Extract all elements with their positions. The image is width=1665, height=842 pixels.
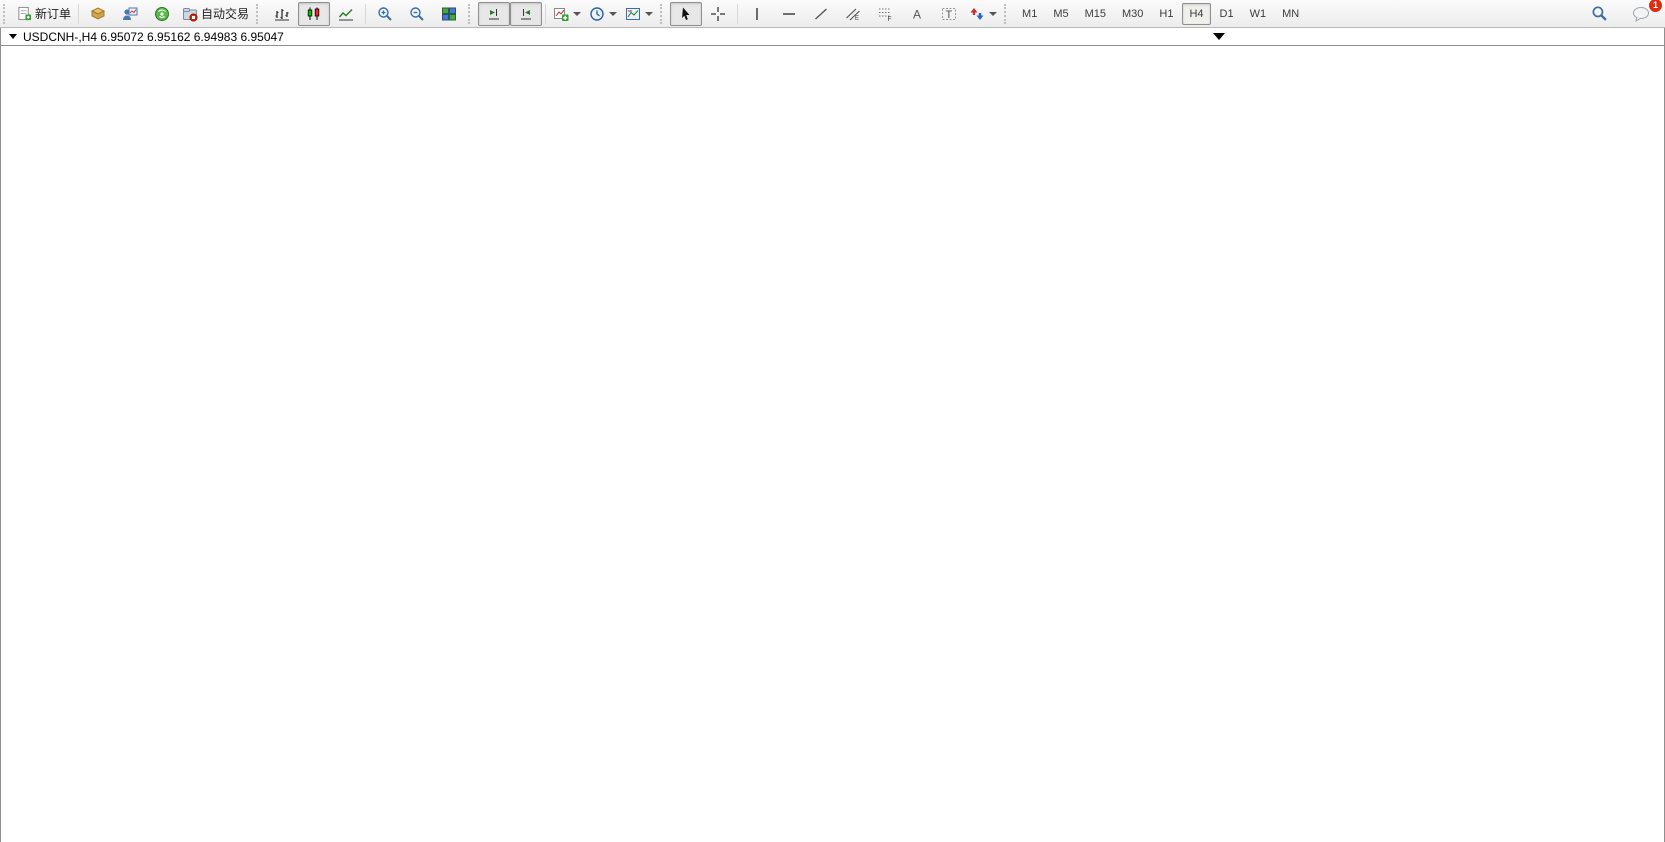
dropdown-caret[interactable] xyxy=(989,11,998,16)
chat-bubble-icon xyxy=(1633,6,1649,22)
signals-icon xyxy=(155,6,170,21)
timeframe-toolbar: M1 M5 M15 M30 H1 H4 D1 W1 MN xyxy=(1014,2,1307,25)
auto-scroll-icon xyxy=(521,8,532,19)
toolbar-grip xyxy=(468,3,475,24)
main-toolbar: 新订单 自动交易 E F A T xyxy=(0,0,1665,28)
bar-chart-button[interactable] xyxy=(266,2,298,26)
line-chart-icon xyxy=(339,8,354,20)
svg-text:E: E xyxy=(855,16,859,22)
separator xyxy=(737,3,739,24)
separator xyxy=(545,3,547,24)
navigator-button[interactable] xyxy=(114,2,146,26)
dropdown-caret[interactable] xyxy=(645,11,654,16)
new-order-icon xyxy=(18,6,32,21)
fibonacci-button[interactable]: F xyxy=(869,2,901,26)
periods-clock-icon xyxy=(590,6,604,21)
equidistant-channel-icon: E xyxy=(846,8,860,22)
chart-titlebar[interactable]: USDCNH-,H4 6.95072 6.95162 6.94983 6.950… xyxy=(1,28,1664,46)
toolbar-grip xyxy=(1004,3,1011,24)
templates-button[interactable] xyxy=(621,2,657,26)
horizontal-line-button[interactable] xyxy=(773,2,805,26)
zoom-in-button[interactable] xyxy=(369,2,401,26)
toolbar-grip xyxy=(256,3,263,24)
cursor-icon xyxy=(682,7,690,20)
chart-shift-icon xyxy=(489,8,500,19)
templates-icon xyxy=(626,7,641,20)
add-indicator-button[interactable] xyxy=(549,2,585,26)
zoom-out-icon xyxy=(410,6,424,21)
auto-scroll-button[interactable] xyxy=(510,1,543,26)
auto-trading-button[interactable]: 自动交易 xyxy=(178,2,253,26)
svg-text:T: T xyxy=(946,9,953,21)
tile-windows-icon xyxy=(442,7,457,20)
notifications-button[interactable]: 1 xyxy=(1625,0,1663,26)
timeframe-w1[interactable]: W1 xyxy=(1249,7,1267,20)
text-label-button[interactable]: T xyxy=(933,2,965,26)
zoom-in-icon xyxy=(378,6,392,21)
notification-badge: 1 xyxy=(1648,0,1663,13)
separator xyxy=(365,3,367,24)
timeframe-h1[interactable]: H1 xyxy=(1159,7,1174,20)
chart-shift-button[interactable] xyxy=(478,1,511,26)
timeframe-h4[interactable]: H4 xyxy=(1182,2,1211,25)
market-watch-icon xyxy=(90,6,106,20)
chart-window: USDCNH-,H4 6.95072 6.95162 6.94983 6.950… xyxy=(0,27,1665,842)
chart-title: USDCNH-,H4 6.95072 6.95162 6.94983 6.950… xyxy=(23,29,284,44)
search-icon xyxy=(1591,6,1607,21)
dropdown-caret[interactable] xyxy=(573,11,582,16)
zoom-out-button[interactable] xyxy=(401,2,433,26)
market-watch-button[interactable] xyxy=(82,2,114,26)
crosshair-button[interactable] xyxy=(702,2,734,26)
signals-button[interactable] xyxy=(146,2,178,26)
add-indicator-icon xyxy=(554,7,569,21)
auto-trading-label: 自动交易 xyxy=(201,7,250,21)
new-order-label: 新订单 xyxy=(35,7,72,21)
svg-text:A: A xyxy=(913,7,921,21)
text-icon: A xyxy=(913,7,921,21)
window-menu-icon[interactable] xyxy=(9,34,17,39)
vertical-line-button[interactable] xyxy=(741,2,773,26)
trendline-icon xyxy=(815,7,828,20)
text-label-icon: T xyxy=(942,7,957,21)
timeframe-m15[interactable]: M15 xyxy=(1084,7,1106,20)
channel-button[interactable]: E xyxy=(837,2,869,26)
candlestick-chart-icon xyxy=(307,7,320,20)
arrows-icon xyxy=(970,7,984,20)
separator xyxy=(78,3,80,24)
auto-trading-icon xyxy=(183,7,198,21)
toolbar-grip xyxy=(3,3,10,24)
vertical-line-icon xyxy=(756,7,758,20)
timeframe-m30[interactable]: M30 xyxy=(1122,7,1144,20)
line-chart-button[interactable] xyxy=(330,2,362,26)
dropdown-caret[interactable] xyxy=(609,11,618,16)
timeframe-m1[interactable]: M1 xyxy=(1022,7,1038,20)
window-marker-icon xyxy=(1213,33,1225,40)
trendline-button[interactable] xyxy=(805,2,837,26)
bar-chart-icon xyxy=(275,8,290,20)
timeframe-mn[interactable]: MN xyxy=(1282,7,1300,20)
crosshair-icon xyxy=(711,6,726,21)
fibonacci-icon: F xyxy=(879,8,892,22)
horizontal-line-icon xyxy=(783,12,796,15)
toolbar-grip xyxy=(660,3,667,24)
right-tools: 1 xyxy=(1583,0,1663,26)
navigator-icon xyxy=(123,7,138,20)
new-order-button[interactable]: 新订单 xyxy=(13,2,75,26)
svg-text:F: F xyxy=(888,16,892,22)
text-button[interactable]: A xyxy=(901,2,933,26)
timeframe-d1[interactable]: D1 xyxy=(1219,7,1234,20)
candlestick-chart-button[interactable] xyxy=(298,1,331,26)
periods-button[interactable] xyxy=(585,2,621,26)
search-button[interactable] xyxy=(1583,2,1615,26)
cursor-button[interactable] xyxy=(670,1,703,26)
arrows-button[interactable] xyxy=(965,2,1001,26)
tile-windows-button[interactable] xyxy=(433,2,465,26)
timeframe-m5[interactable]: M5 xyxy=(1053,7,1069,20)
